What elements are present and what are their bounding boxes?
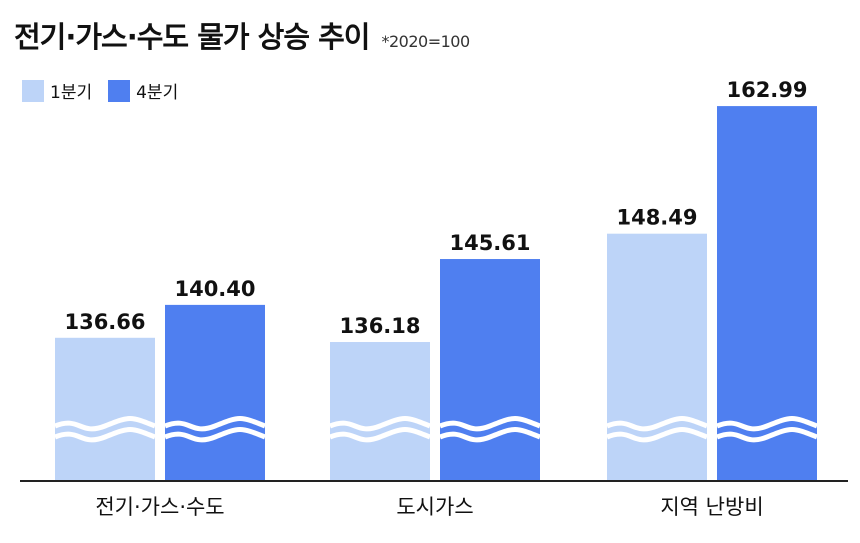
title-row: 전기·가스·수도 물가 상승 추이 *2020=100 bbox=[14, 14, 470, 56]
axis-break-wave-q4-2 bbox=[439, 416, 541, 443]
bar-q1-1 bbox=[55, 337, 155, 480]
index-base-note: *2020=100 bbox=[381, 32, 470, 51]
bar-q1-2 bbox=[330, 342, 430, 480]
legend-swatch-q4 bbox=[108, 79, 131, 102]
legend-label-q4: 4분기 bbox=[136, 83, 179, 103]
category-label-1: 전기·가스·수도 bbox=[95, 495, 224, 519]
bar-q4-1 bbox=[165, 304, 265, 480]
data-label-q1-1: 136.66 bbox=[64, 310, 145, 334]
legend: 1분기 4분기 bbox=[22, 78, 194, 103]
data-label-q1-2: 136.18 bbox=[339, 314, 420, 338]
axis-break-wave-q1-3 bbox=[606, 416, 708, 443]
data-label-q4-3: 162.99 bbox=[726, 78, 807, 102]
axis-break-wave-q4-3 bbox=[716, 416, 818, 443]
axis-break-wave-q1-2 bbox=[329, 416, 431, 443]
data-label-q4-2: 145.61 bbox=[449, 231, 530, 255]
legend-item-q4: 4분기 bbox=[108, 78, 178, 103]
category-label-2: 도시가스 bbox=[396, 495, 473, 519]
bar-q1-3 bbox=[607, 233, 707, 480]
legend-item-q1: 1분기 bbox=[22, 78, 92, 103]
legend-swatch-q1 bbox=[22, 79, 44, 102]
legend-label-q1: 1분기 bbox=[50, 83, 93, 103]
bar-q4-2 bbox=[440, 259, 540, 480]
category-label-3: 지역 난방비 bbox=[660, 495, 763, 519]
axis-break-wave-q1-1 bbox=[54, 416, 156, 443]
data-label-q4-1: 140.40 bbox=[174, 277, 255, 301]
chart-title: 전기·가스·수도 물가 상승 추이 bbox=[14, 20, 370, 54]
axis-break-wave-q4-1 bbox=[164, 416, 266, 443]
data-label-q1-3: 148.49 bbox=[616, 206, 697, 230]
